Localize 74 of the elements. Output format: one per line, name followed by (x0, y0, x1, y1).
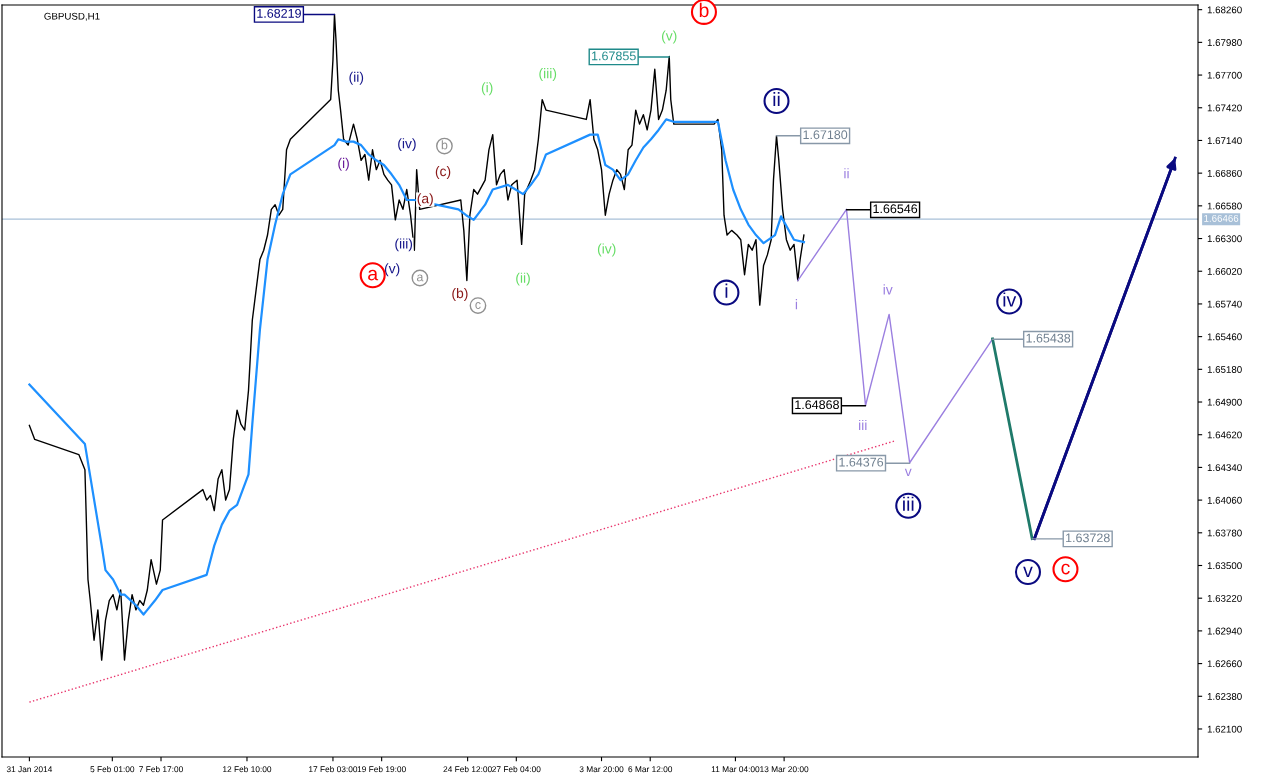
y-tick-label: 1.65180 (1207, 366, 1242, 373)
annotation: 1.67855 (592, 51, 636, 61)
y-tick-label: 1.64900 (1207, 398, 1242, 406)
annotation: 1.66546 (873, 204, 918, 214)
y-tick-label: 1.66300 (1207, 235, 1242, 243)
y-tick-label: 1.63220 (1207, 594, 1242, 602)
x-tick-label: 24 Feb 12:00 (443, 766, 492, 773)
x-tick-label: 12 Feb 10:00 (223, 766, 272, 773)
annotation: a (368, 269, 379, 281)
x-tick-label: 11 Mar 04:00 (711, 766, 760, 773)
annotation: 1.65438 (1026, 333, 1071, 343)
annotation: i (795, 299, 798, 310)
y-tick-label: 1.66580 (1207, 202, 1242, 210)
annotation: 1.64376 (839, 457, 884, 467)
annotation: i (725, 283, 728, 298)
annotation: (a) (417, 193, 433, 207)
annotation: c (475, 302, 481, 309)
x-tick-label: 19 Feb 19:00 (357, 766, 406, 773)
y-tick-label: 1.67700 (1207, 71, 1242, 79)
x-tick-label: 7 Feb 17:00 (139, 766, 183, 773)
y-tick-label: 1.62380 (1207, 693, 1242, 700)
x-tick-label: 31 Jan 2014 (6, 766, 53, 773)
annotation: iii (859, 419, 867, 430)
annotation: (i) (481, 82, 493, 96)
x-tick-label: 17 Feb 03:00 (309, 766, 358, 773)
annotation: (iii) (539, 68, 557, 82)
annotation: b (699, 2, 709, 18)
annotation: 1.68219 (257, 8, 301, 18)
ref-line-label: 1.66466 (1204, 214, 1239, 222)
annotation: ii (773, 92, 780, 107)
annotation: v (904, 468, 912, 477)
annotation: ii (844, 168, 849, 179)
y-tick-label: 1.62100 (1207, 725, 1242, 733)
y-tick-label: 1.62660 (1207, 660, 1242, 668)
annotation: (i) (338, 157, 349, 171)
y-tick-label: 1.64620 (1207, 431, 1242, 439)
annotation: (c) (435, 165, 451, 179)
y-tick-label: 1.63780 (1207, 529, 1242, 537)
y-tick-label: 1.65740 (1207, 300, 1242, 308)
annotation: (v) (662, 30, 677, 44)
annotation: (iv) (398, 138, 416, 152)
x-tick-label: 6 Mar 12:00 (628, 766, 673, 773)
x-tick-label: 3 Mar 20:00 (579, 766, 624, 773)
y-tick-label: 1.66020 (1207, 267, 1242, 275)
y-tick-label: 1.68260 (1207, 6, 1242, 14)
annotation: iii (903, 496, 914, 511)
annotation: b (441, 140, 448, 150)
annotation: 1.67180 (803, 130, 848, 140)
annotation: (b) (452, 287, 468, 301)
y-tick-label: 1.63500 (1207, 562, 1242, 570)
annotation: v (1023, 566, 1033, 577)
y-tick-label: 1.64060 (1207, 496, 1242, 504)
y-tick-label: 1.64340 (1207, 464, 1242, 472)
y-tick-label: 1.67420 (1207, 104, 1242, 112)
x-tick-label: 5 Feb 01:00 (90, 766, 135, 773)
annotation: iv (883, 284, 893, 295)
annotation: (iv) (597, 243, 616, 257)
y-tick-label: 1.66860 (1207, 169, 1242, 177)
annotation: (iii) (395, 238, 413, 252)
annotation: (ii) (516, 272, 530, 286)
x-tick-label: 13 Mar 20:00 (760, 766, 809, 773)
x-tick-label: 27 Feb 04:00 (492, 766, 541, 773)
annotation: iv (1003, 292, 1017, 307)
y-tick-label: 1.62940 (1207, 627, 1242, 635)
annotation: (v) (384, 263, 400, 277)
annotation: 1.64868 (795, 400, 839, 410)
annotation: 1.63728 (1066, 533, 1110, 543)
annotation: (ii) (349, 71, 364, 85)
annotation: a (416, 274, 424, 282)
y-tick-label: 1.67140 (1207, 137, 1242, 145)
text: GBPUSD,H1 (44, 12, 100, 21)
y-tick-label: 1.65460 (1207, 333, 1242, 341)
annotation: c (1061, 563, 1070, 575)
y-tick-label: 1.67980 (1207, 39, 1242, 46)
